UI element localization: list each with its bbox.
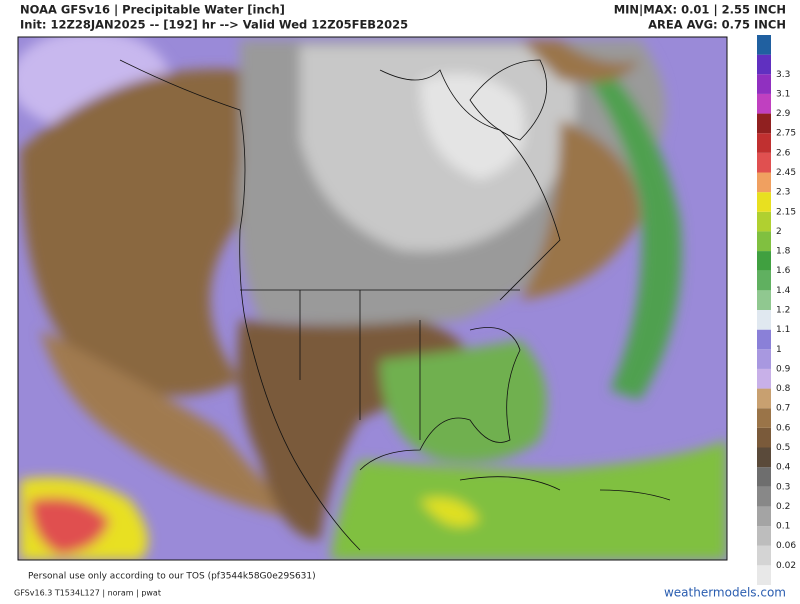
colorbar-label: 2.6 (776, 148, 791, 158)
colorbar-label: 1.8 (776, 247, 791, 257)
title: NOAA GFSv16 | Precipitable Water [inch] (20, 3, 285, 17)
colorbar-label: 2.3 (776, 188, 790, 198)
colorbar-segment (757, 54, 771, 75)
colorbar-segment (757, 270, 771, 291)
colorbar-segment (757, 388, 771, 409)
colorbar-label: 3.1 (776, 89, 790, 99)
colorbar-segment (757, 231, 771, 252)
colorbar-segment (757, 133, 771, 153)
colorbar-segment (757, 349, 771, 369)
colorbar-segment (757, 35, 771, 55)
colorbar-segment (757, 290, 771, 310)
colorbar-label: 2.45 (776, 168, 796, 178)
colorbar-label: 0.5 (776, 443, 790, 453)
colorbar-label: 0.3 (776, 482, 790, 492)
colorbar-segment (757, 211, 771, 232)
colorbar-segment (757, 113, 771, 134)
colorbar-label: 2.9 (776, 109, 791, 119)
site-link[interactable]: weathermodels.com (664, 586, 786, 600)
colorbar-label: 0.02 (776, 561, 796, 571)
colorbar-segment (757, 526, 771, 546)
colorbar-segment (757, 310, 771, 330)
colorbar-label: 0.06 (776, 541, 796, 551)
colorbar-segment (757, 251, 771, 271)
colorbar-label: 1.2 (776, 306, 790, 316)
colorbar-segment (757, 74, 771, 94)
field (18, 37, 727, 560)
colorbar-label: 1.4 (776, 286, 791, 296)
colorbar-segment (757, 486, 771, 507)
colorbar-segment (757, 447, 771, 468)
min-max: MIN|MAX: 0.01 | 2.55 INCH (614, 3, 786, 17)
colorbar-segment (757, 192, 771, 212)
colorbar-label: 2 (776, 227, 782, 237)
colorbar-label: 1.6 (776, 266, 791, 276)
colorbar-segment (757, 565, 771, 585)
colorbar-label: 1 (776, 345, 782, 355)
colorbar-segment (757, 467, 771, 487)
colorbar-label: 0.4 (776, 463, 791, 473)
colorbar-segment (757, 368, 771, 389)
map (17, 36, 728, 561)
colorbar-label: 0.6 (776, 423, 791, 433)
colorbar-segment (757, 93, 771, 114)
colorbar-segment (757, 506, 771, 527)
colorbar-label: 0.7 (776, 404, 790, 414)
colorbar-label: 2.15 (776, 207, 796, 217)
colorbar-label: 0.1 (776, 522, 790, 532)
colorbar-segment (757, 329, 771, 350)
colorbar-label: 3.3 (776, 70, 790, 80)
coastlines (119, 59, 671, 551)
model-info: GFSv16.3 T1534L127 | noram | pwat (14, 589, 161, 598)
colorbar-label: 0.8 (776, 384, 791, 394)
colorbar-label: 1.1 (776, 325, 790, 335)
personal-use-notice: Personal use only according to our TOS (… (28, 572, 316, 582)
colorbar-segment (757, 408, 771, 428)
colorbar-segment (757, 152, 771, 173)
init-time: Init: 12Z28JAN2025 -- [192] hr --> Valid… (20, 18, 408, 32)
colorbar-label: 0.9 (776, 364, 791, 374)
colorbar-segment (757, 427, 771, 448)
colorbar-segment (757, 545, 771, 566)
map-frame (17, 36, 728, 561)
colorbar-label: 2.75 (776, 129, 796, 139)
colorbar: 0.02 0.06 0.1 0.2 0.3 0.4 0.5 0.6 0.7 0.8 0.9 1 1.1 1… (757, 35, 796, 585)
colorbar-label: 0.2 (776, 502, 790, 512)
area-average: AREA AVG: 0.75 INCH (648, 18, 786, 32)
colorbar-segment (757, 172, 771, 193)
